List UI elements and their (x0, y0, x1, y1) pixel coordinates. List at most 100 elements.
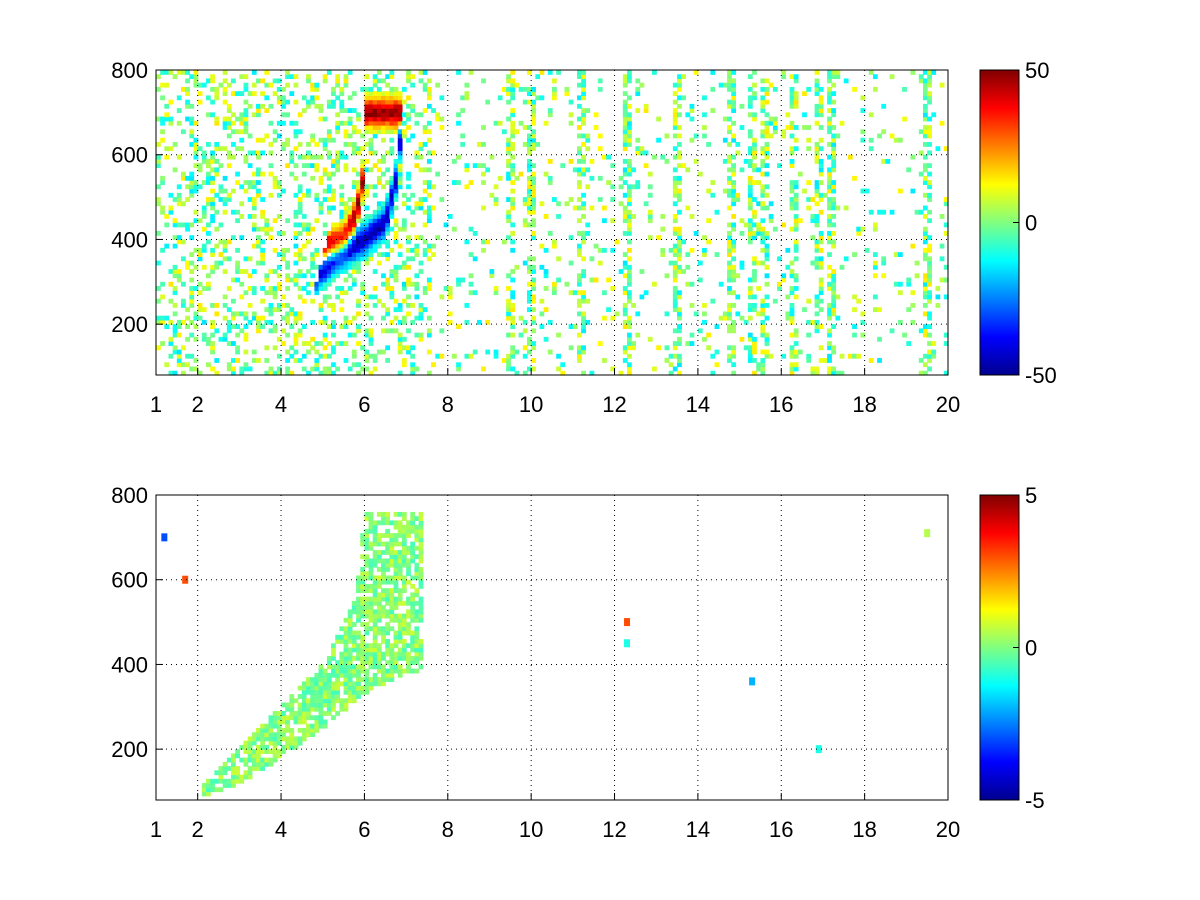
heatmap-cell (214, 770, 220, 776)
heatmap-cell (372, 681, 378, 687)
heatmap-cell (256, 171, 261, 177)
heatmap-cell (406, 125, 411, 130)
heatmap-cell (943, 332, 949, 338)
heatmap-cell (622, 218, 628, 224)
heatmap-cell (727, 328, 732, 334)
heatmap-cell (839, 370, 845, 376)
heatmap-cell (376, 125, 382, 130)
heatmap-cell (268, 370, 274, 376)
heatmap-cell (376, 554, 382, 560)
heatmap-cell (185, 91, 190, 97)
heatmap-cell (347, 630, 353, 636)
heatmap-cell (218, 787, 224, 793)
heatmap-cell (943, 201, 949, 207)
heatmap-cell (335, 95, 341, 101)
heatmap-cell (289, 277, 295, 283)
heatmap-cell (856, 230, 862, 236)
heatmap-cell (927, 277, 932, 283)
heatmap-cell (802, 91, 807, 97)
heatmap-cell (385, 214, 391, 219)
heatmap-cell (752, 197, 757, 202)
heatmap-cell (276, 273, 282, 279)
heatmap-cell (752, 214, 757, 219)
heatmap-cell (201, 247, 207, 253)
heatmap-cell (793, 103, 799, 109)
heatmap-cell (418, 571, 424, 577)
heatmap-cell (168, 116, 174, 122)
heatmap-cell (397, 541, 403, 547)
heatmap-cell (343, 247, 349, 253)
heatmap-cell (356, 681, 361, 687)
heatmap-cell (331, 332, 336, 338)
heatmap-cell (731, 120, 737, 126)
heatmap-cell (368, 626, 374, 632)
heatmap-cell (176, 235, 182, 241)
heatmap-cell (764, 171, 770, 177)
heatmap-cell (397, 226, 403, 232)
heatmap-cell (706, 188, 711, 194)
heatmap-cell (376, 243, 382, 249)
heatmap-cell (218, 222, 224, 228)
heatmap-cell (877, 133, 882, 139)
heatmap-cell (552, 239, 557, 245)
heatmap-cell (247, 366, 253, 372)
heatmap-cell (339, 150, 345, 156)
heatmap-cell (314, 290, 320, 296)
heatmap-cell (731, 264, 737, 270)
heatmap-cell (372, 672, 378, 678)
heatmap-cell (752, 269, 757, 274)
heatmap-cell (627, 167, 632, 173)
heatmap-cell (235, 218, 240, 224)
heatmap-cell (485, 239, 491, 245)
heatmap-cell (343, 163, 349, 169)
heatmap-cell (672, 328, 678, 334)
heatmap-cell (276, 366, 282, 372)
heatmap-cell (556, 332, 561, 338)
heatmap-cell (927, 294, 932, 300)
heatmap-cell (731, 256, 737, 262)
heatmap-cell (747, 95, 753, 101)
heatmap-cell (364, 260, 370, 266)
heatmap-cell (289, 706, 295, 712)
heatmap-cell (731, 167, 737, 173)
heatmap-cell (860, 95, 866, 101)
heatmap-cell (910, 154, 916, 160)
heatmap-cell (397, 332, 403, 338)
heatmap-cell (164, 116, 170, 122)
heatmap-cell (322, 137, 328, 143)
heatmap-cell (160, 95, 165, 101)
heatmap-cell (789, 95, 795, 101)
heatmap-cell (285, 366, 290, 372)
heatmap-cell (918, 171, 924, 177)
heatmap-cell (326, 264, 332, 270)
heatmap-cell (727, 99, 732, 105)
heatmap-cell (268, 366, 274, 372)
heatmap-cell (727, 222, 732, 228)
heatmap-cell (401, 120, 407, 126)
heatmap-cell (456, 112, 461, 118)
heatmap-cell (893, 137, 899, 143)
heatmap-cell (226, 103, 232, 109)
heatmap-cell (160, 209, 165, 215)
heatmap-cell (376, 218, 382, 224)
heatmap-cell (422, 108, 428, 113)
heatmap-cell (301, 732, 307, 738)
heatmap-cell (322, 681, 328, 687)
heatmap-cell (414, 516, 420, 522)
heatmap-cell (577, 180, 582, 185)
heatmap-cell (322, 723, 328, 729)
heatmap-cell (381, 605, 386, 610)
heatmap-cell (264, 95, 270, 101)
heatmap-cell (368, 142, 374, 147)
heatmap-cell (260, 723, 265, 729)
heatmap-cell (814, 319, 820, 325)
heatmap-cell (310, 256, 315, 262)
heatmap-cell (385, 226, 391, 232)
heatmap-cell (247, 757, 253, 763)
heatmap-cell (372, 209, 378, 215)
heatmap-cell (343, 706, 349, 712)
heatmap-cell (397, 571, 403, 577)
heatmap-cell (347, 647, 353, 653)
heatmap-cell (235, 180, 240, 185)
heatmap-cell (268, 727, 274, 733)
